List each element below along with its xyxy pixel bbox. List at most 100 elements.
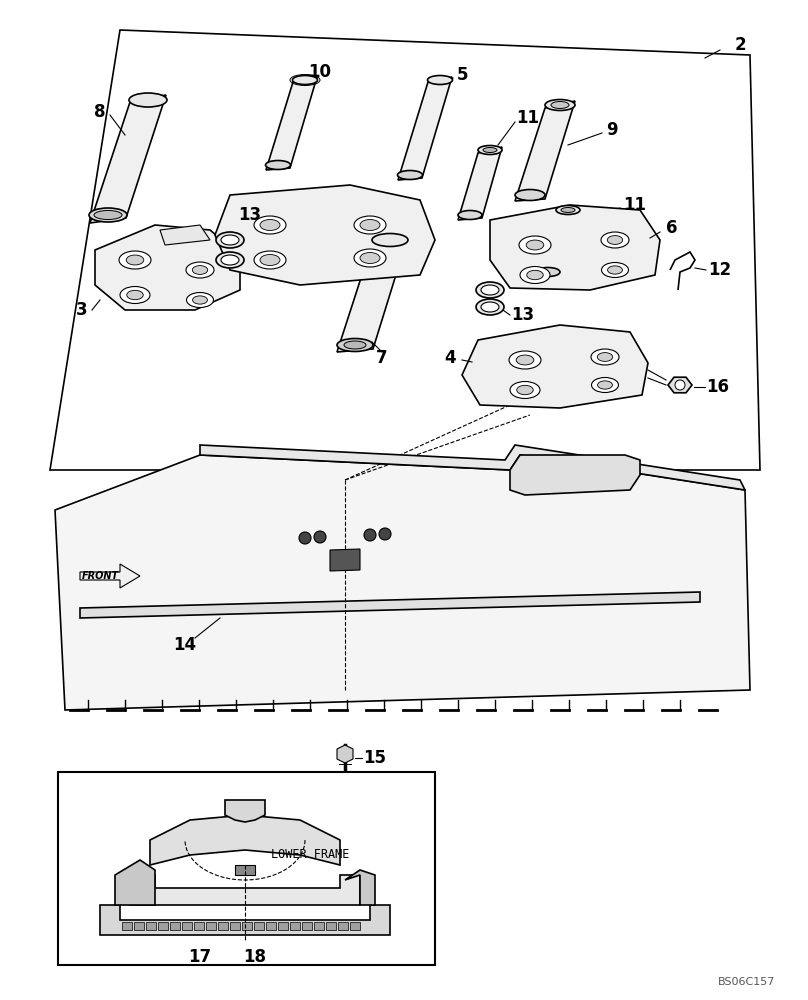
Polygon shape	[200, 445, 745, 490]
Polygon shape	[668, 377, 692, 393]
Ellipse shape	[591, 377, 618, 392]
Ellipse shape	[536, 267, 560, 276]
Polygon shape	[90, 95, 166, 223]
Ellipse shape	[526, 240, 544, 250]
Circle shape	[379, 528, 391, 540]
Polygon shape	[290, 922, 300, 930]
Ellipse shape	[608, 266, 622, 274]
Polygon shape	[55, 455, 750, 710]
Text: 3: 3	[76, 301, 88, 319]
Polygon shape	[350, 922, 360, 930]
Polygon shape	[302, 922, 312, 930]
Text: 12: 12	[709, 261, 731, 279]
Polygon shape	[115, 860, 155, 905]
Ellipse shape	[221, 235, 239, 245]
Ellipse shape	[372, 233, 408, 246]
Ellipse shape	[561, 208, 575, 213]
Polygon shape	[146, 922, 156, 930]
Text: 7: 7	[377, 349, 388, 367]
Circle shape	[299, 532, 311, 544]
Text: 9: 9	[606, 121, 618, 139]
Polygon shape	[160, 225, 210, 245]
Polygon shape	[100, 905, 390, 935]
Ellipse shape	[129, 93, 167, 107]
Polygon shape	[206, 922, 216, 930]
Polygon shape	[225, 800, 265, 822]
Text: 17: 17	[188, 948, 212, 966]
Polygon shape	[215, 185, 435, 285]
Ellipse shape	[601, 232, 629, 248]
Ellipse shape	[187, 292, 213, 308]
Text: 16: 16	[706, 378, 730, 396]
Text: 5: 5	[457, 66, 468, 84]
Ellipse shape	[260, 220, 280, 231]
Polygon shape	[80, 592, 700, 618]
Polygon shape	[80, 564, 140, 588]
Ellipse shape	[556, 206, 580, 215]
Ellipse shape	[192, 266, 208, 274]
Text: BS06C157: BS06C157	[718, 977, 775, 987]
Ellipse shape	[509, 351, 541, 369]
Ellipse shape	[597, 353, 612, 361]
Polygon shape	[515, 101, 575, 201]
Text: 10: 10	[309, 63, 331, 81]
Ellipse shape	[598, 381, 612, 389]
Polygon shape	[314, 922, 324, 930]
Ellipse shape	[527, 270, 543, 280]
Text: 4: 4	[444, 349, 456, 367]
Ellipse shape	[344, 341, 366, 349]
Ellipse shape	[510, 381, 540, 398]
Ellipse shape	[483, 147, 497, 152]
Ellipse shape	[545, 100, 575, 110]
Text: 15: 15	[364, 749, 386, 767]
Ellipse shape	[481, 302, 499, 312]
Ellipse shape	[126, 255, 144, 265]
Polygon shape	[326, 922, 336, 930]
Ellipse shape	[591, 349, 619, 365]
Ellipse shape	[398, 170, 423, 180]
Polygon shape	[338, 922, 348, 930]
Ellipse shape	[216, 252, 244, 268]
Ellipse shape	[516, 355, 534, 365]
Polygon shape	[122, 922, 132, 930]
Text: 6: 6	[667, 219, 678, 237]
Ellipse shape	[94, 211, 122, 220]
Polygon shape	[230, 922, 240, 930]
Polygon shape	[242, 922, 252, 930]
Polygon shape	[490, 205, 660, 290]
Ellipse shape	[520, 266, 550, 284]
Ellipse shape	[216, 232, 244, 248]
Text: 8: 8	[95, 103, 106, 121]
Text: FRONT: FRONT	[82, 571, 119, 581]
Polygon shape	[266, 922, 276, 930]
Polygon shape	[170, 922, 180, 930]
Ellipse shape	[458, 211, 482, 220]
Ellipse shape	[120, 286, 150, 304]
Polygon shape	[337, 236, 408, 352]
Ellipse shape	[266, 160, 291, 169]
Ellipse shape	[360, 220, 380, 231]
Circle shape	[364, 529, 376, 541]
Ellipse shape	[260, 254, 280, 265]
Polygon shape	[182, 922, 192, 930]
Polygon shape	[345, 870, 375, 905]
Polygon shape	[462, 325, 648, 408]
Ellipse shape	[478, 145, 502, 154]
Polygon shape	[130, 875, 360, 905]
Polygon shape	[536, 207, 580, 277]
Polygon shape	[266, 77, 317, 170]
Ellipse shape	[354, 249, 386, 267]
Ellipse shape	[254, 251, 286, 269]
Bar	[58, 772, 435, 965]
Ellipse shape	[221, 255, 239, 265]
Polygon shape	[254, 922, 264, 930]
Polygon shape	[95, 225, 240, 310]
Ellipse shape	[254, 216, 286, 234]
Polygon shape	[134, 922, 144, 930]
Ellipse shape	[476, 282, 504, 298]
Circle shape	[675, 380, 685, 390]
Polygon shape	[158, 922, 168, 930]
Polygon shape	[337, 745, 353, 763]
Ellipse shape	[360, 252, 380, 263]
Polygon shape	[278, 922, 288, 930]
